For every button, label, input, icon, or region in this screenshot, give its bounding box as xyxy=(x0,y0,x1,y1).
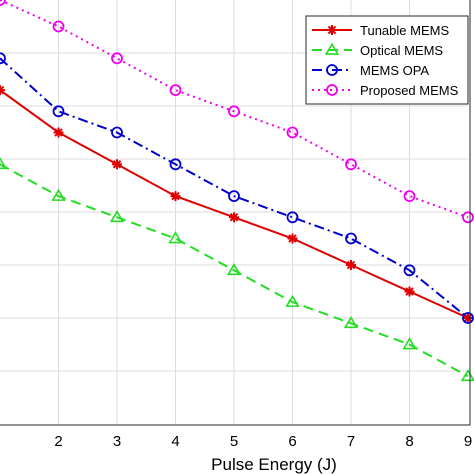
legend-label: Proposed MEMS xyxy=(360,83,459,98)
data-point-triangle xyxy=(109,209,125,223)
data-point-circle xyxy=(52,105,65,118)
data-point-asterisk xyxy=(229,212,239,223)
x-tick-label: 7 xyxy=(347,433,355,450)
data-point-asterisk xyxy=(404,286,415,297)
series-layer xyxy=(0,0,474,382)
data-point-circle xyxy=(462,312,474,324)
data-point-circle xyxy=(111,126,123,139)
data-point-circle xyxy=(403,264,416,277)
data-point-triangle xyxy=(0,156,8,170)
data-point-asterisk xyxy=(170,191,181,202)
data-point-asterisk xyxy=(327,25,337,35)
data-point-circle xyxy=(111,52,123,65)
x-tick-label: 4 xyxy=(171,433,179,450)
data-point-asterisk xyxy=(53,127,64,138)
data-point-triangle xyxy=(226,262,242,276)
data-point-triangle xyxy=(168,231,183,244)
x-tick-label: 9 xyxy=(464,433,472,450)
data-point-circle xyxy=(326,84,338,96)
data-point-circle xyxy=(169,158,182,171)
plot-frame xyxy=(0,0,471,426)
legend-label: MEMS OPA xyxy=(360,63,429,78)
data-point-circle xyxy=(345,232,357,245)
data-point-asterisk xyxy=(112,159,122,170)
legend-item: Optical MEMS xyxy=(312,42,443,58)
data-point-circle xyxy=(228,190,240,203)
data-point-circle xyxy=(326,64,338,76)
data-point-triangle xyxy=(460,368,474,382)
data-point-circle xyxy=(345,158,357,171)
data-point-triangle xyxy=(51,188,66,201)
x-tick-label: 2 xyxy=(54,433,62,450)
series-line-optical-mems xyxy=(0,163,469,378)
legend-item: MEMS OPA xyxy=(312,63,429,78)
data-point-triangle xyxy=(285,294,300,307)
data-point-circle xyxy=(169,84,182,96)
x-tick-label: 8 xyxy=(405,433,413,450)
x-tick-label: 3 xyxy=(113,433,121,450)
legend-item: Proposed MEMS xyxy=(312,83,459,98)
data-point-asterisk xyxy=(287,233,298,244)
data-point-triangle xyxy=(402,337,417,350)
series-line-mems-opa xyxy=(0,57,469,319)
data-point-circle xyxy=(462,211,474,224)
legend-label: Tunable MEMS xyxy=(360,23,449,38)
series-line-proposed-mems xyxy=(0,0,469,219)
data-point-triangle xyxy=(343,315,359,329)
data-point-circle xyxy=(0,52,6,65)
data-point-circle xyxy=(228,105,240,118)
legend-label: Optical MEMS xyxy=(360,43,443,58)
data-point-circle xyxy=(286,211,299,224)
data-point-asterisk xyxy=(0,85,5,96)
x-tick-labels: 2 3 4 5 6 7 8 9 xyxy=(54,433,472,450)
data-point-circle xyxy=(52,20,65,33)
x-tick-label: 5 xyxy=(230,433,238,450)
data-point-circle xyxy=(286,126,299,139)
series-mems-opa xyxy=(0,52,474,324)
x-tick-label: 6 xyxy=(288,433,296,450)
series-optical-mems xyxy=(0,156,474,382)
legend-item: Tunable MEMS xyxy=(312,23,449,38)
x-axis-label: Pulse Energy (J) xyxy=(211,455,337,474)
series-proposed-mems xyxy=(0,0,474,224)
data-point-circle xyxy=(403,190,416,203)
data-point-asterisk xyxy=(346,260,356,270)
data-point-triangle xyxy=(324,42,340,55)
legend: Tunable MEMS Optical MEMS MEMS OPA Proposed… xyxy=(305,15,469,105)
